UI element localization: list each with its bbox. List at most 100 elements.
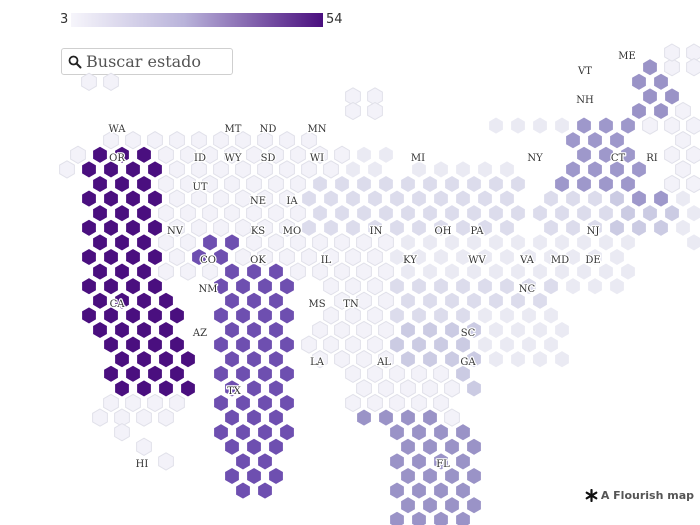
- hex-tile[interactable]: [444, 466, 460, 486]
- hex-tile[interactable]: [510, 350, 526, 369]
- hex-tile[interactable]: [81, 306, 97, 325]
- hex-tile[interactable]: [576, 174, 592, 194]
- hex-tile[interactable]: [400, 496, 416, 515]
- hex-tile[interactable]: [554, 262, 570, 281]
- hex-tile[interactable]: [554, 350, 570, 369]
- hex-tile[interactable]: [224, 262, 240, 281]
- hex-tile[interactable]: [433, 364, 449, 383]
- hex-tile[interactable]: [103, 335, 119, 354]
- hex-tile[interactable]: [114, 204, 130, 223]
- hex-tile[interactable]: [367, 160, 383, 179]
- hex-tile[interactable]: [642, 58, 658, 77]
- hex-tile[interactable]: [598, 174, 614, 194]
- hex-tile[interactable]: [213, 218, 229, 237]
- hex-tile[interactable]: [202, 262, 218, 281]
- hex-tile[interactable]: [653, 72, 669, 91]
- hex-tile[interactable]: [411, 277, 427, 296]
- hex-tile[interactable]: [136, 262, 152, 281]
- hex-tile[interactable]: [466, 291, 482, 310]
- hex-tile[interactable]: [235, 189, 251, 208]
- hex-tile[interactable]: [268, 466, 284, 486]
- hex-tile[interactable]: [433, 160, 449, 179]
- hex-tile[interactable]: [631, 218, 647, 237]
- hex-tile[interactable]: [158, 408, 174, 427]
- hex-tile[interactable]: [92, 320, 108, 340]
- hex-tile[interactable]: [158, 452, 174, 471]
- hex-tile[interactable]: [334, 320, 350, 340]
- hex-tile[interactable]: [455, 510, 471, 525]
- hex-tile[interactable]: [334, 262, 350, 281]
- hex-tile[interactable]: [499, 335, 515, 354]
- hex-tile[interactable]: [466, 320, 482, 340]
- hex-tile[interactable]: [620, 262, 636, 281]
- hex-tile[interactable]: [169, 247, 185, 267]
- hex-tile[interactable]: [323, 247, 339, 267]
- hex-tile[interactable]: [268, 408, 284, 427]
- hex-tile[interactable]: [147, 247, 163, 267]
- hex-tile[interactable]: [664, 58, 680, 77]
- hex-tile[interactable]: [323, 218, 339, 237]
- hex-tile[interactable]: [257, 306, 273, 325]
- hex-tile[interactable]: [367, 218, 383, 237]
- hex-tile[interactable]: [312, 350, 328, 369]
- hex-tile[interactable]: [268, 350, 284, 369]
- hex-tile[interactable]: [323, 160, 339, 179]
- hex-tile[interactable]: [279, 277, 295, 296]
- hex-tile[interactable]: [235, 335, 251, 354]
- hex-tile[interactable]: [433, 423, 449, 442]
- hex-tile[interactable]: [620, 233, 636, 252]
- hex-tile[interactable]: [455, 423, 471, 442]
- hex-tile[interactable]: [103, 306, 119, 325]
- hex-tile[interactable]: [444, 379, 460, 398]
- hex-tile[interactable]: [125, 364, 141, 383]
- hex-tile[interactable]: [290, 233, 306, 252]
- hex-tile[interactable]: [103, 72, 119, 91]
- hex-tile[interactable]: [686, 58, 700, 77]
- hex-tile[interactable]: [367, 364, 383, 383]
- hex-tile[interactable]: [257, 364, 273, 383]
- hex-tile[interactable]: [400, 204, 416, 223]
- hex-tile[interactable]: [653, 218, 669, 237]
- hex-tile[interactable]: [158, 379, 174, 398]
- hex-tile[interactable]: [147, 364, 163, 383]
- hex-tile[interactable]: [290, 204, 306, 223]
- hex-tile[interactable]: [257, 481, 273, 500]
- hex-tile[interactable]: [422, 291, 438, 310]
- hex-tile[interactable]: [532, 204, 548, 223]
- hex-tile[interactable]: [180, 350, 196, 369]
- hex-tile[interactable]: [378, 350, 394, 369]
- hex-tile[interactable]: [279, 306, 295, 325]
- hex-tile[interactable]: [257, 452, 273, 471]
- hex-tile[interactable]: [400, 291, 416, 310]
- hex-tile[interactable]: [257, 218, 273, 237]
- hex-tile[interactable]: [257, 393, 273, 413]
- hex-tile[interactable]: [455, 481, 471, 500]
- hex-tile[interactable]: [367, 277, 383, 296]
- hex-tile[interactable]: [125, 131, 141, 150]
- hex-tile[interactable]: [466, 233, 482, 252]
- hex-tile[interactable]: [389, 423, 405, 442]
- hex-tile[interactable]: [444, 233, 460, 252]
- hex-tile[interactable]: [279, 423, 295, 442]
- hex-tile[interactable]: [433, 218, 449, 237]
- hex-tile[interactable]: [576, 116, 592, 135]
- hex-tile[interactable]: [202, 145, 218, 164]
- hex-tile[interactable]: [411, 510, 427, 525]
- hex-tile[interactable]: [345, 335, 361, 354]
- hex-tile[interactable]: [466, 496, 482, 515]
- hex-tile[interactable]: [411, 481, 427, 500]
- hex-tile[interactable]: [598, 116, 614, 135]
- hex-tile[interactable]: [323, 306, 339, 325]
- hex-tile[interactable]: [433, 189, 449, 208]
- hex-tile[interactable]: [345, 393, 361, 413]
- hex-tile[interactable]: [422, 174, 438, 194]
- hex-tile[interactable]: [213, 131, 229, 150]
- hex-tile[interactable]: [444, 408, 460, 427]
- hex-tile[interactable]: [334, 233, 350, 252]
- hex-tile[interactable]: [664, 204, 680, 223]
- hex-tile[interactable]: [268, 320, 284, 340]
- hex-tile[interactable]: [103, 189, 119, 208]
- hex-tile[interactable]: [587, 277, 603, 296]
- hex-tile[interactable]: [345, 277, 361, 296]
- hex-tile[interactable]: [389, 335, 405, 354]
